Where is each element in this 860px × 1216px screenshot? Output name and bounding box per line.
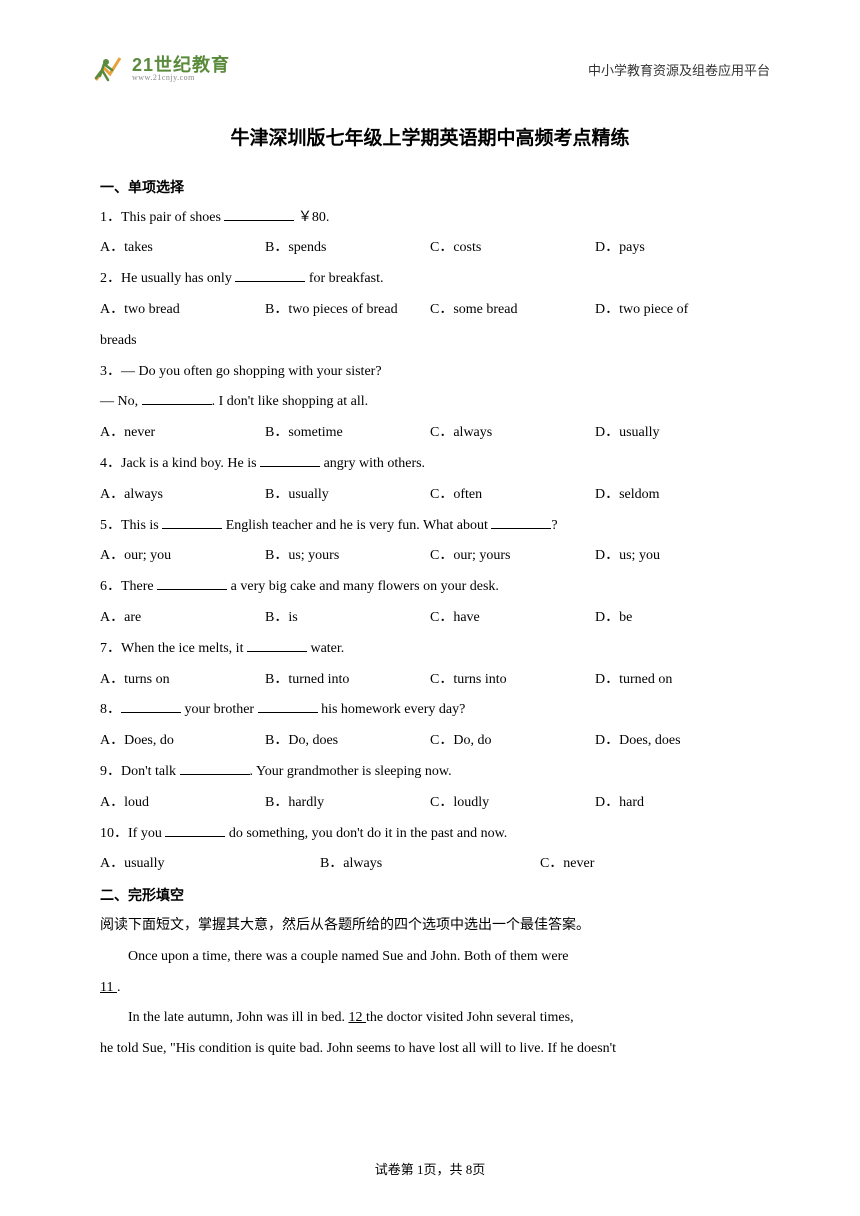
- passage-p2-cont: he told Sue, "His condition is quite bad…: [100, 1034, 760, 1065]
- question-10: 10．If you do something, you don't do it …: [100, 819, 760, 850]
- option-b: B．always: [320, 849, 540, 880]
- document-content: 牛津深圳版七年级上学期英语期中高频考点精练 一、单项选择 1．This pair…: [0, 98, 860, 1065]
- logo: 21世纪教育 www.21cnjy.com: [90, 50, 230, 88]
- blank-12: 12: [348, 1010, 366, 1025]
- option-b: B．two pieces of bread: [265, 295, 430, 326]
- question-6-options: A．areB．isC．haveD．be: [100, 603, 760, 634]
- question-1: 1．This pair of shoes ￥80.: [100, 203, 760, 234]
- section-1-title: 一、单项选择: [100, 172, 760, 203]
- logo-icon: [90, 50, 128, 88]
- header-right-text: 中小学教育资源及组卷应用平台: [588, 60, 770, 79]
- option-b: B．us; yours: [265, 541, 430, 572]
- question-2: 2．He usually has only for breakfast.: [100, 264, 760, 295]
- passage-p2: In the late autumn, John was ill in bed.…: [100, 1003, 760, 1034]
- option-a: A．turns on: [100, 665, 265, 696]
- option-c: C．never: [540, 849, 760, 880]
- question-3-options: A．neverB．sometimeC．alwaysD．usually: [100, 418, 760, 449]
- option-d: D．Does, does: [595, 726, 760, 757]
- blank: [235, 268, 305, 282]
- blank: [258, 699, 318, 713]
- option-a: A．two bread: [100, 295, 265, 326]
- option-b: B．turned into: [265, 665, 430, 696]
- option-d: D．usually: [595, 418, 760, 449]
- document-title: 牛津深圳版七年级上学期英语期中高频考点精练: [100, 118, 760, 160]
- blank-11: 11: [100, 980, 117, 995]
- option-c: C．Do, do: [430, 726, 595, 757]
- question-7: 7．When the ice melts, it water.: [100, 634, 760, 665]
- blank: [260, 453, 320, 467]
- option-c: C．costs: [430, 233, 595, 264]
- question-4-options: A．alwaysB．usuallyC．oftenD．seldom: [100, 480, 760, 511]
- question-10-options: A．usuallyB．alwaysC．never: [100, 849, 760, 880]
- question-3-line1: 3．— Do you often go shopping with your s…: [100, 357, 760, 388]
- option-d: D．pays: [595, 233, 760, 264]
- option-b: B．spends: [265, 233, 430, 264]
- logo-sub-text: www.21cnjy.com: [132, 74, 230, 82]
- option-c: C．have: [430, 603, 595, 634]
- question-4: 4．Jack is a kind boy. He is angry with o…: [100, 449, 760, 480]
- option-a: A．loud: [100, 788, 265, 819]
- option-d: D．us; you: [595, 541, 760, 572]
- question-9: 9．Don't talk . Your grandmother is sleep…: [100, 757, 760, 788]
- blank: [165, 823, 225, 837]
- blank: [142, 391, 212, 405]
- passage-p1: Once upon a time, there was a couple nam…: [100, 942, 760, 973]
- question-8-options: A．Does, doB．Do, doesC．Do, doD．Does, does: [100, 726, 760, 757]
- question-8: 8． your brother his homework every day?: [100, 695, 760, 726]
- option-b: B．hardly: [265, 788, 430, 819]
- blank: [157, 576, 227, 590]
- blank: [247, 638, 307, 652]
- option-c: C．our; yours: [430, 541, 595, 572]
- option-b: B．usually: [265, 480, 430, 511]
- section-2-title: 二、完形填空: [100, 880, 760, 911]
- option-a: A．are: [100, 603, 265, 634]
- question-2-continuation: breads: [100, 326, 760, 357]
- option-c: C．turns into: [430, 665, 595, 696]
- blank: [121, 699, 181, 713]
- option-d: D．two piece of: [595, 295, 760, 326]
- blank: [491, 515, 551, 529]
- option-a: A．our; you: [100, 541, 265, 572]
- section-2-instruction: 阅读下面短文，掌握其大意，然后从各题所给的四个选项中选出一个最佳答案。: [100, 911, 760, 942]
- option-c: C．always: [430, 418, 595, 449]
- option-a: A．always: [100, 480, 265, 511]
- option-d: D．turned on: [595, 665, 760, 696]
- option-c: C．loudly: [430, 788, 595, 819]
- page-footer: 试卷第 1页，共 8页: [0, 1159, 860, 1178]
- blank: [224, 207, 294, 221]
- passage-p1-cont: 11 .: [100, 973, 760, 1004]
- option-a: A．Does, do: [100, 726, 265, 757]
- question-2-options: A．two breadB．two pieces of breadC．some b…: [100, 295, 760, 326]
- option-c: C．often: [430, 480, 595, 511]
- question-5-options: A．our; youB．us; yoursC．our; yoursD．us; y…: [100, 541, 760, 572]
- option-d: D．hard: [595, 788, 760, 819]
- blank: [180, 761, 250, 775]
- option-a: A．never: [100, 418, 265, 449]
- option-b: B．Do, does: [265, 726, 430, 757]
- option-c: C．some bread: [430, 295, 595, 326]
- option-a: A．usually: [100, 849, 320, 880]
- option-b: B．is: [265, 603, 430, 634]
- question-7-options: A．turns onB．turned intoC．turns intoD．tur…: [100, 665, 760, 696]
- option-d: D．be: [595, 603, 760, 634]
- question-9-options: A．loudB．hardlyC．loudlyD．hard: [100, 788, 760, 819]
- question-3-line2: — No, . I don't like shopping at all.: [100, 387, 760, 418]
- option-a: A．takes: [100, 233, 265, 264]
- logo-text: 21世纪教育 www.21cnjy.com: [132, 56, 230, 82]
- question-6: 6．There a very big cake and many flowers…: [100, 572, 760, 603]
- option-d: D．seldom: [595, 480, 760, 511]
- blank: [162, 515, 222, 529]
- question-1-options: A．takesB．spendsC．costsD．pays: [100, 233, 760, 264]
- page-header: 21世纪教育 www.21cnjy.com 中小学教育资源及组卷应用平台: [0, 0, 860, 98]
- option-b: B．sometime: [265, 418, 430, 449]
- logo-main-text: 21世纪教育: [132, 56, 230, 74]
- question-5: 5．This is English teacher and he is very…: [100, 511, 760, 542]
